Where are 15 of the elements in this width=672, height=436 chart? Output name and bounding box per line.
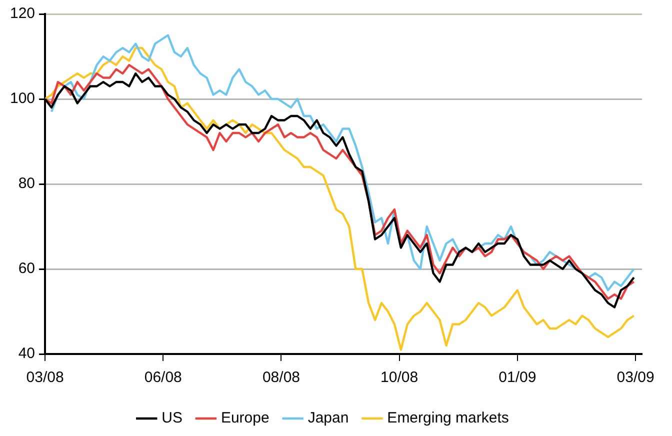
x-tick-label: 03/08: [26, 369, 64, 386]
x-tick-label: 10/08: [380, 369, 418, 386]
y-tick-label: 120: [10, 5, 36, 22]
y-tick-label: 60: [18, 260, 36, 278]
x-tick-label: 08/08: [262, 369, 300, 386]
y-tick-label: 40: [18, 345, 36, 362]
y-tick-label: 100: [10, 90, 36, 108]
legend-label: US: [162, 410, 182, 427]
legend-label: Europe: [220, 410, 270, 427]
legend-label: Japan: [308, 410, 349, 427]
y-tick-label: 80: [18, 175, 36, 192]
legend-label: Emerging markets: [387, 410, 509, 427]
x-tick-label: 06/08: [144, 369, 182, 386]
x-tick-label: 03/09: [616, 369, 654, 386]
x-tick-label: 01/09: [498, 369, 536, 386]
